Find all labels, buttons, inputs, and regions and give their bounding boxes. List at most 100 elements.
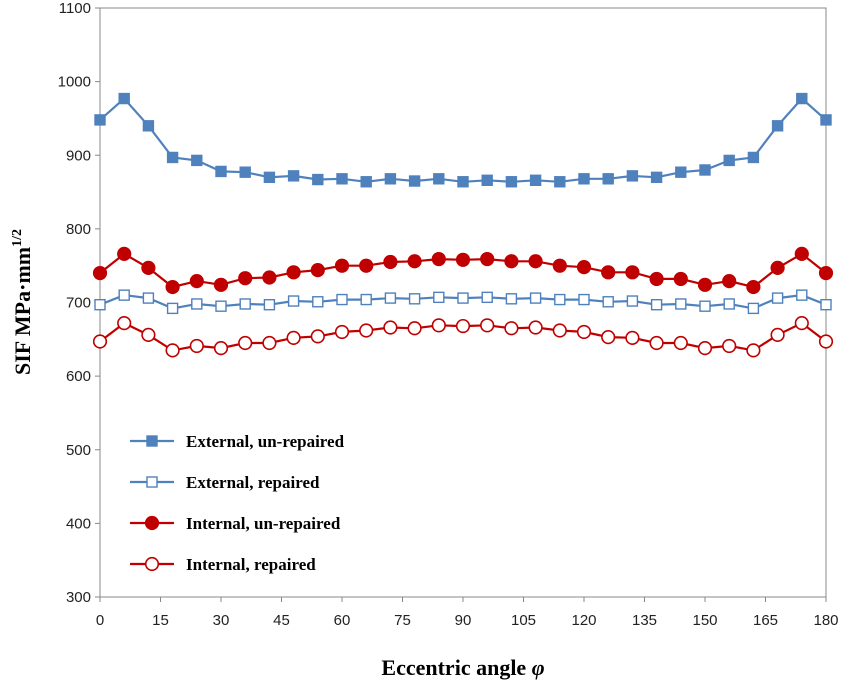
data-point (286, 330, 301, 345)
data-point (94, 299, 106, 311)
data-point (336, 173, 348, 185)
data-point (360, 176, 372, 188)
data-point (359, 258, 374, 273)
series-external-un-repaired (94, 92, 832, 188)
series-internal-repaired (92, 316, 834, 358)
data-point (820, 299, 832, 311)
data-point (650, 171, 663, 184)
legend-item: Internal, un-repaired (130, 514, 341, 533)
data-point (94, 114, 106, 126)
data-point (238, 335, 253, 351)
y-axis-title: SIF MPa·mm1/2 (10, 229, 35, 375)
data-point (528, 254, 543, 269)
data-point (189, 338, 204, 354)
data-point (770, 327, 785, 342)
data-point (455, 318, 471, 334)
legend-marker (144, 556, 160, 572)
x-tick-label: 90 (455, 612, 472, 629)
legend-label: Internal, un-repaired (186, 514, 341, 533)
x-tick-label: 30 (213, 612, 230, 629)
y-axis-ticks: 300 400 500 600 700 800 900 1000 1100 (58, 0, 100, 606)
legend: External, un-repaired External, repaired I… (130, 432, 345, 574)
data-point (408, 175, 421, 187)
data-point (165, 343, 180, 358)
legend-label: External, un-repaired (186, 432, 345, 451)
data-point (796, 289, 808, 301)
data-point (625, 265, 640, 280)
data-point (697, 277, 713, 292)
legend-item: Internal, repaired (130, 555, 316, 574)
legend-item: External, un-repaired (130, 432, 345, 451)
data-point (262, 270, 277, 285)
series-external-repaired (94, 289, 832, 315)
data-point (287, 170, 300, 182)
data-point (722, 274, 737, 289)
data-point (189, 274, 204, 289)
x-tick-label: 150 (692, 612, 717, 629)
data-point (457, 176, 469, 188)
data-point (697, 341, 713, 356)
data-point (431, 318, 446, 333)
data-point (576, 260, 592, 275)
data-point (481, 291, 493, 304)
data-point (552, 258, 567, 273)
data-point (239, 298, 251, 310)
y-tick-label: 1100 (59, 0, 91, 17)
legend-label: Internal, repaired (186, 555, 316, 574)
data-point (770, 260, 785, 275)
data-point (286, 265, 301, 280)
data-point (117, 316, 132, 331)
data-point (504, 321, 519, 336)
data-point (818, 265, 834, 281)
data-point (263, 299, 276, 311)
data-point (92, 265, 108, 281)
data-point (673, 335, 688, 351)
data-point (771, 292, 784, 304)
data-point (650, 299, 663, 311)
data-point (820, 114, 832, 126)
data-point (747, 302, 760, 315)
x-tick-label: 135 (632, 612, 657, 629)
data-point (142, 120, 155, 132)
data-point (334, 324, 350, 340)
data-point (384, 292, 397, 304)
y-tick-label: 700 (66, 295, 91, 312)
x-tick-label: 60 (334, 612, 351, 629)
data-point (602, 296, 614, 308)
data-point (92, 334, 108, 349)
data-point (383, 254, 398, 270)
data-point (578, 293, 590, 306)
data-point (746, 343, 761, 358)
data-point (673, 271, 688, 287)
data-point (818, 334, 834, 349)
y-tick-label: 800 (66, 221, 91, 238)
data-point (675, 166, 687, 178)
data-point (433, 173, 445, 185)
data-point (118, 289, 130, 301)
data-point (457, 292, 469, 304)
data-point (578, 173, 590, 185)
data-point (625, 330, 640, 345)
data-point (141, 260, 156, 275)
legend-label: External, repaired (186, 473, 320, 492)
data-point (263, 171, 276, 184)
data-point (431, 251, 446, 267)
data-point (699, 164, 711, 176)
series-internal-un-repaired (92, 246, 834, 295)
data-point (602, 173, 614, 185)
data-point (723, 298, 735, 310)
data-point (360, 293, 372, 306)
data-point (312, 296, 324, 308)
data-point (166, 302, 179, 315)
data-point (310, 329, 325, 344)
data-point (117, 246, 132, 262)
x-tick-label: 180 (813, 612, 838, 629)
data-point (505, 176, 518, 188)
y-tick-label: 400 (66, 515, 91, 532)
data-point (238, 271, 253, 286)
y-tick-label: 1000 (58, 74, 91, 91)
data-point (310, 263, 325, 278)
data-point (554, 176, 566, 188)
x-axis-ticks: 0 15 30 45 60 75 90 105 120 135 150 165 180 (96, 597, 839, 629)
data-point (722, 338, 737, 354)
